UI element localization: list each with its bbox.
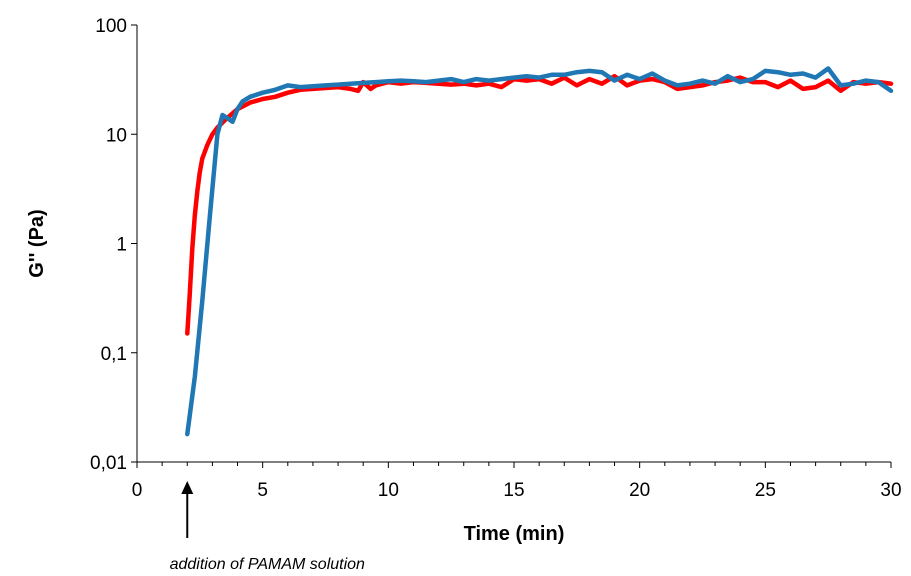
x-tick-label: 5 [257,480,268,501]
x-ticks: 0 5 10 15 20 25 30 [132,462,902,501]
axes: 0,01 0,1 1 10 100 0 5 10 15 20 25 30 [90,16,902,501]
annotation-arrow-head [181,481,194,494]
annotation-text: addition of PAMAM solution [170,556,365,573]
series-layer [185,66,894,437]
series-line-1 [185,73,894,336]
x-axis-title: Time (min) [464,523,565,545]
annotation: addition of PAMAM solution [170,481,365,573]
x-tick-label: 15 [503,480,524,501]
y-tick-label: 10 [106,125,127,146]
y-tick-label: 100 [95,16,127,37]
y-tick-label: 0,01 [90,453,127,474]
series-line-2 [185,66,894,437]
x-tick-label: 0 [132,480,143,501]
x-tick-label: 25 [755,480,776,501]
y-tick-label: 0,1 [101,344,127,365]
x-tick-label: 20 [629,480,650,501]
x-tick-label: 10 [378,480,399,501]
y-tick-label: 1 [116,235,127,256]
x-tick-label: 30 [880,480,901,501]
y-axis-title: G'' (Pa) [26,209,48,277]
y-ticks: 0,01 0,1 1 10 100 [90,16,137,474]
